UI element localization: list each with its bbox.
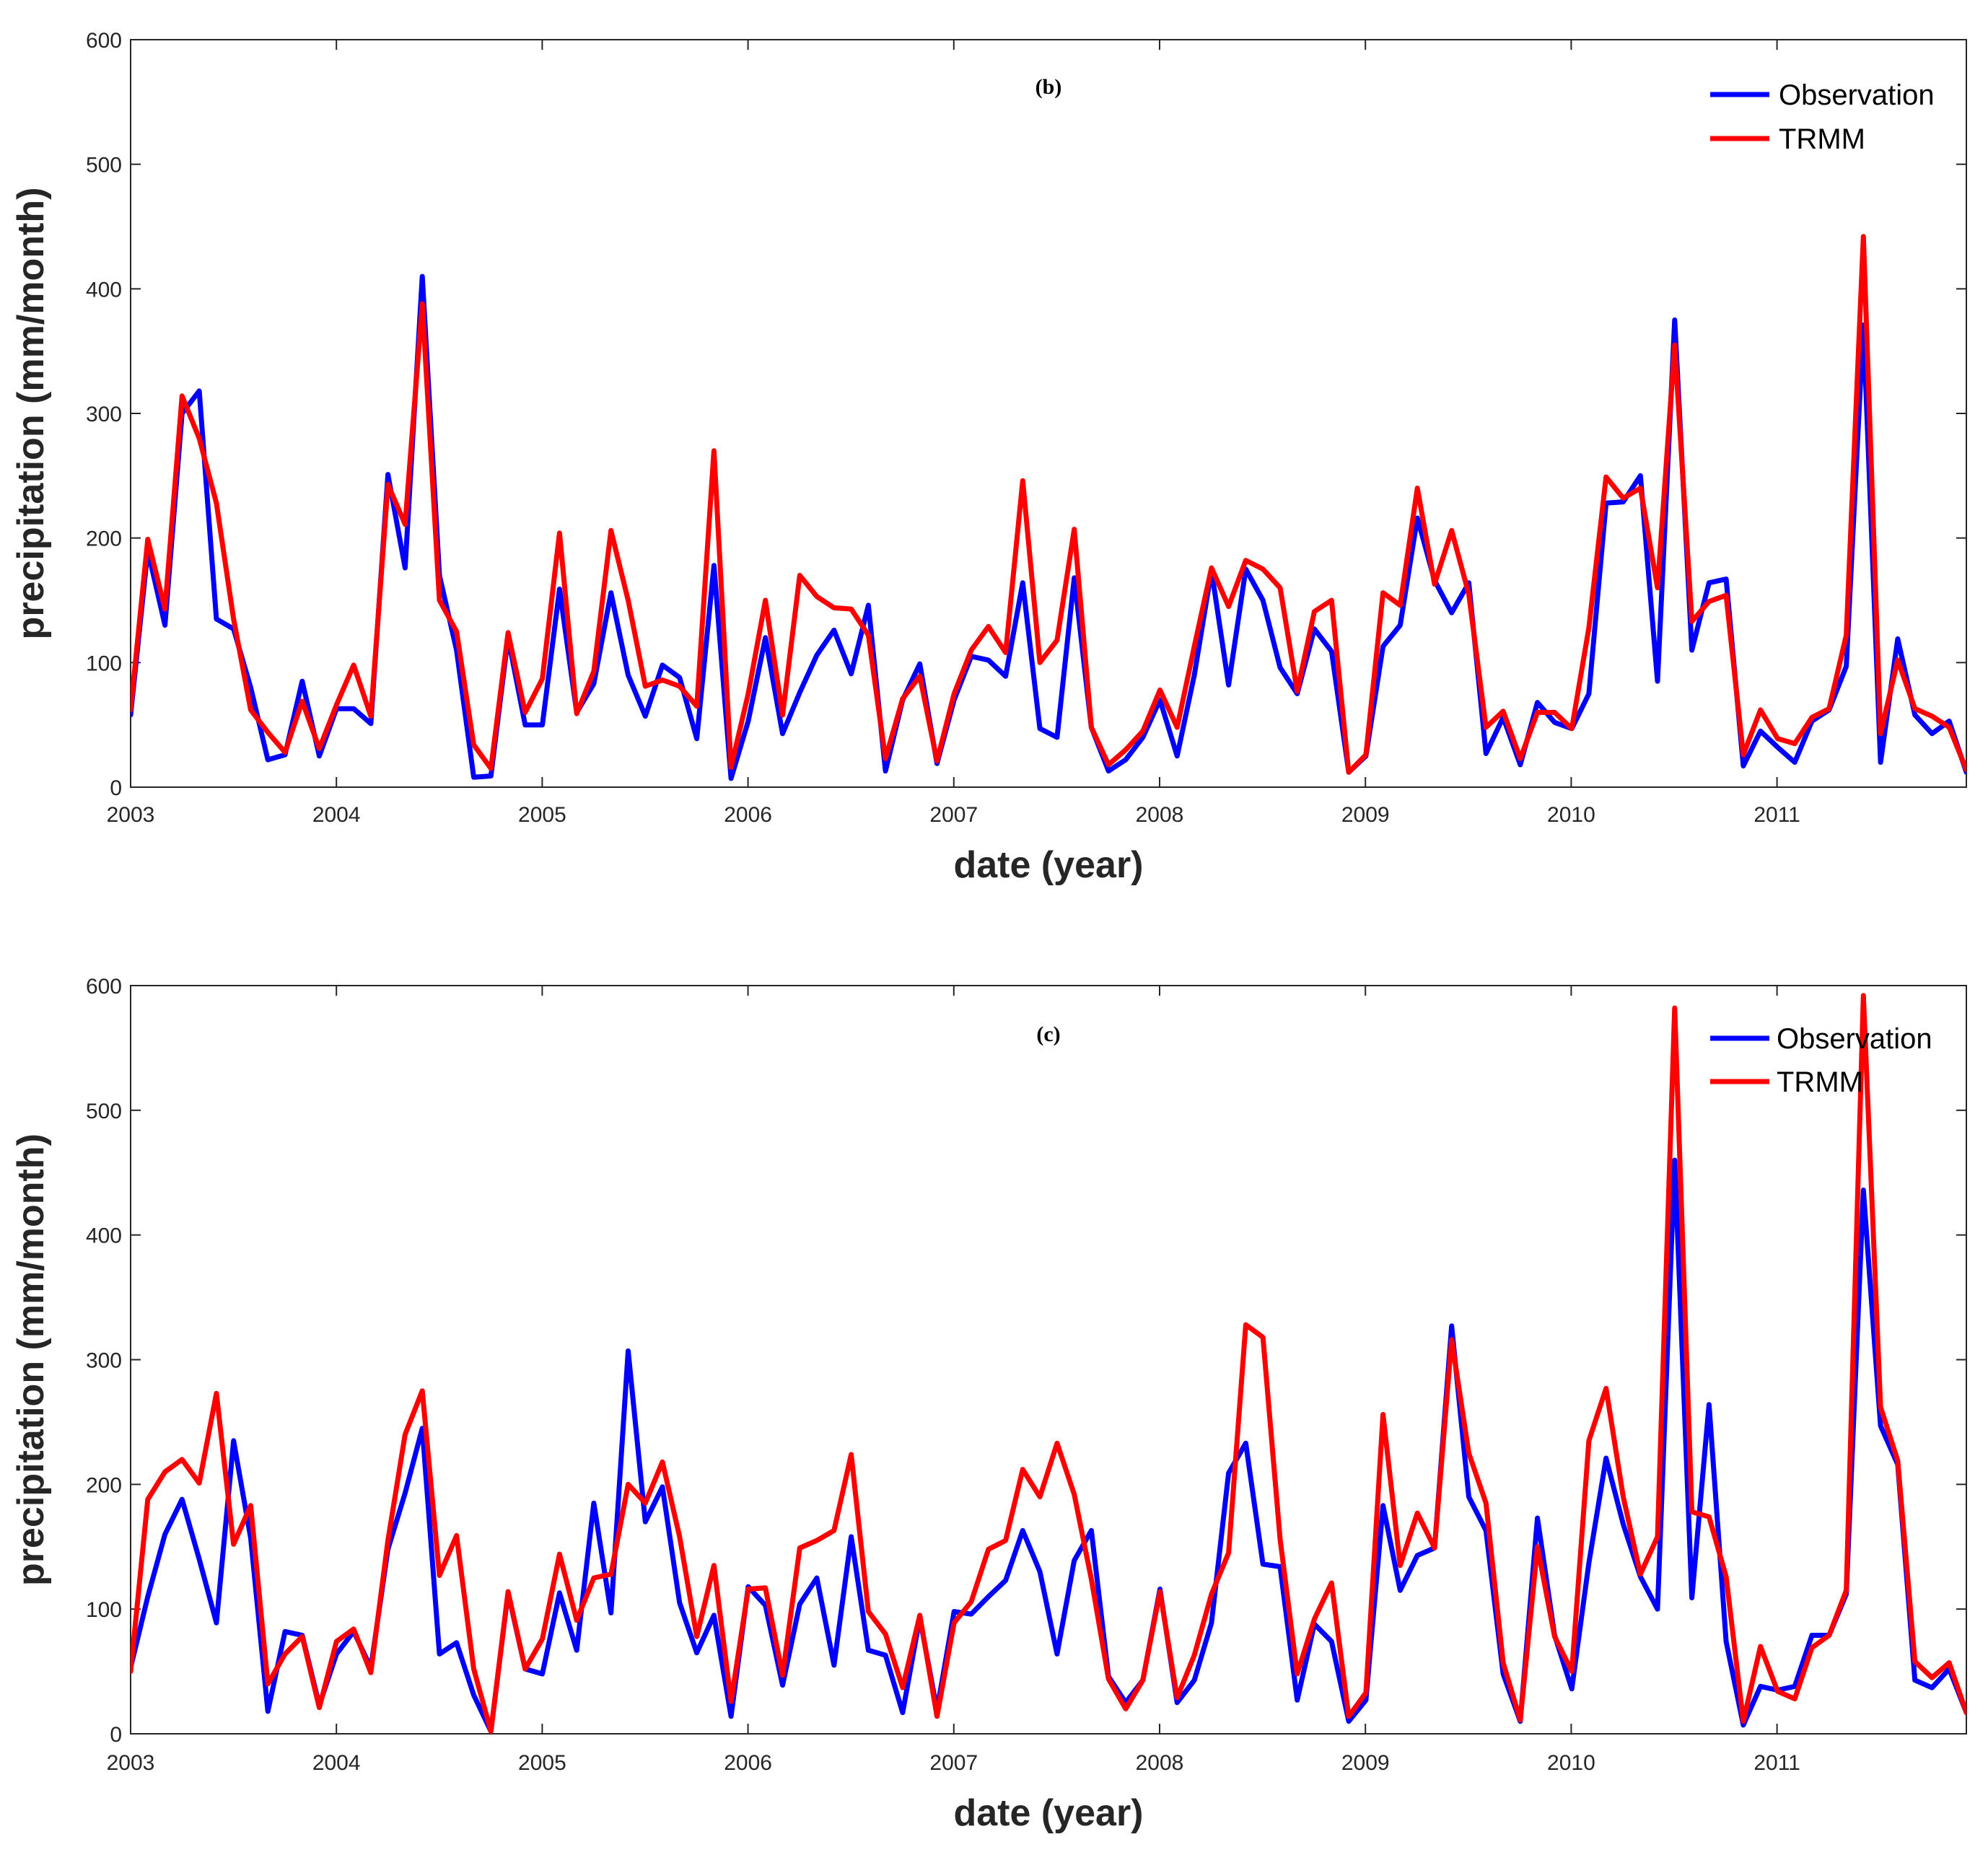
chart-c-x-axis-title: date (year) (954, 1792, 1144, 1834)
chart-b-y-axis-title: precipitation (mm/month) (10, 188, 52, 640)
chart-c-x-tick-label: 2009 (1341, 1751, 1390, 1775)
chart-b-y-tick-label: 0 (110, 776, 122, 800)
chart-b-x-tick-label: 2010 (1547, 803, 1595, 827)
chart-b-x-tick-label: 2006 (724, 803, 772, 827)
chart-c: 0 100 200 300 400 500 600 2003 2004 2005 2006 2007 2… (10, 975, 1967, 1834)
chart-b-x-tick-label: 2005 (518, 803, 566, 827)
chart-c-legend-label-trmm: TRMM (1777, 1066, 1863, 1098)
chart-c-series-observation-line (131, 1157, 1966, 1734)
chart-b-panel-label: (b) (1035, 75, 1062, 99)
chart-c-y-tick-label: 300 (86, 1349, 122, 1373)
chart-b-legend-label-trmm: TRMM (1779, 123, 1865, 155)
chart-b-y-tick-label: 200 (86, 527, 122, 551)
chart-b-legend-label-observation: Observation (1779, 79, 1935, 111)
chart-c-y-tick-label: 100 (86, 1598, 122, 1622)
chart-c-x-tick-label: 2006 (724, 1751, 772, 1775)
chart-b-y-tick-label: 500 (86, 154, 122, 177)
chart-b-x-tick-label: 2007 (929, 803, 978, 827)
chart-b-x-tick-label: 2008 (1136, 803, 1184, 827)
chart-panel-b: 0 100 200 300 400 500 600 2003 2004 2005 2006 2007 2… (0, 0, 1988, 916)
chart-c-y-tick-label: 200 (86, 1473, 122, 1497)
chart-b-plot-area (130, 39, 1967, 788)
chart-c-legend-label-observation: Observation (1777, 1023, 1932, 1055)
chart-b-x-tick-label: 2011 (1753, 803, 1800, 827)
chart-c-x-tick-label: 2008 (1136, 1751, 1184, 1775)
chart-c-y-tick-label: 400 (86, 1224, 122, 1248)
chart-c-y-tick-label: 600 (86, 975, 122, 999)
chart-c-x-tick-label: 2011 (1753, 1751, 1800, 1775)
chart-c-x-tick-label: 2004 (312, 1751, 361, 1775)
chart-b-y-tick-label: 600 (86, 29, 122, 53)
chart-b: 0 100 200 300 400 500 600 2003 2004 2005 2006 2007 2… (10, 29, 1967, 886)
chart-b-y-tick-label: 400 (86, 278, 122, 302)
chart-c-x-tick-label: 2007 (929, 1751, 978, 1775)
chart-c-x-tick-label: 2003 (107, 1751, 155, 1775)
chart-c-y-tick-label: 500 (86, 1100, 122, 1123)
chart-c-x-tick-label: 2005 (518, 1751, 566, 1775)
chart-b-series-trmm-line (131, 234, 1966, 775)
chart-panel-c: 0 100 200 300 400 500 600 2003 2004 2005 2006 2007 2… (0, 938, 1988, 1855)
chart-c-series-trmm-line (131, 993, 1966, 1734)
chart-b-x-tick-label: 2003 (107, 803, 155, 827)
chart-c-x-tick-label: 2010 (1547, 1751, 1595, 1775)
chart-b-y-tick-label: 100 (86, 652, 122, 675)
chart-c-panel-label: (c) (1036, 1022, 1060, 1046)
chart-b-x-tick-label: 2004 (312, 803, 361, 827)
chart-b-x-axis-title: date (year) (954, 844, 1144, 886)
chart-c-y-tick-label: 0 (110, 1723, 122, 1747)
chart-b-y-tick-label: 300 (86, 403, 122, 426)
chart-b-x-tick-label: 2009 (1341, 803, 1390, 827)
chart-c-y-axis-title: precipitation (mm/month) (10, 1133, 52, 1586)
